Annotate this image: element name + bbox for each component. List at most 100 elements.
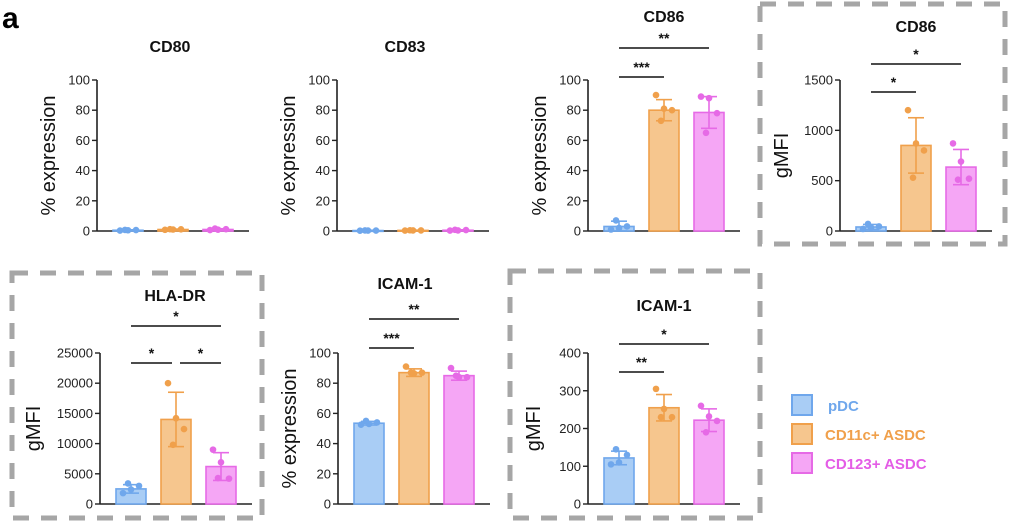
bar [398,371,430,505]
data-point [713,417,721,425]
legend-item: CD123+ ASDC [791,452,927,474]
data-point [660,105,668,112]
y-axis-label: gMFI [523,406,545,452]
y-tick-label: 0 [83,224,90,239]
data-point [451,226,459,234]
data-point [920,147,928,154]
data-point [127,486,135,493]
data-point [356,227,364,234]
data-point [904,106,912,114]
data-point [864,220,872,228]
y-tick-label: 20 [567,193,581,208]
data-point [169,441,177,449]
highlight-dashed-box [9,270,265,521]
y-tick-label: 40 [76,163,90,178]
chart-title: ICAM-1 [377,276,432,293]
data-point [447,364,455,372]
data-point [607,461,615,468]
y-tick-label: 10000 [57,436,93,451]
y-tick-label: 15000 [57,406,93,421]
data-point [652,91,660,99]
y-axis-label: % expression [529,95,551,215]
data-point [132,226,140,234]
y-tick-label: 500 [811,173,833,188]
data-point [668,106,676,114]
data-point [668,413,676,421]
legend-swatch [791,423,813,445]
data-point [652,385,660,393]
data-point [406,226,414,234]
bar [648,406,680,505]
y-tick-label: 40 [567,163,581,178]
y-axis-label: % expression [279,368,301,488]
y-tick-label: 80 [316,103,330,118]
panel-letter: a [2,2,19,35]
data-point [657,117,665,125]
y-tick-label: 200 [559,421,581,436]
highlight-dashed-box [507,268,763,521]
data-point [623,223,631,230]
data-point [607,226,615,233]
y-tick-label: 400 [559,346,581,361]
data-point [357,421,365,429]
y-tick-label: 60 [567,133,581,148]
data-point [402,363,410,370]
data-point [875,223,883,230]
data-point [209,446,217,453]
y-tick-label: 300 [559,383,581,398]
y-tick-label: 0 [324,497,331,512]
legend: pDC CD11c+ ASDC CD123+ ASDC [791,394,927,474]
data-point [206,226,214,234]
significance-label: * [173,308,179,324]
data-point [713,109,721,117]
data-point [697,402,705,410]
y-tick-label: 100 [559,73,581,88]
data-point [697,93,705,100]
y-tick-label: 25000 [57,346,93,361]
chart-title: ICAM-1 [636,298,691,315]
legend-label: CD11c+ ASDC [825,427,926,444]
data-point [124,480,132,487]
data-point [965,175,973,182]
highlight-dashed-box [757,1,1008,247]
y-tick-label: 5000 [64,466,93,481]
data-point [954,176,962,183]
significance-label: * [661,326,667,342]
data-point [949,140,957,147]
y-tick-label: 0 [826,224,833,239]
data-point [373,419,381,426]
y-axis-label: % expression [278,95,300,215]
y-tick-label: 60 [316,133,330,148]
data-point [222,225,230,233]
data-point [164,379,172,387]
significance-label: ** [659,30,670,46]
data-point [452,372,460,379]
data-point [177,226,185,233]
legend-label: pDC [828,398,859,415]
y-tick-label: 40 [317,436,331,451]
y-tick-label: 100 [308,73,330,88]
chart-title: CD80 [150,39,191,56]
chart-panel: CD86 0 500 1000 1500 gMFI * * [757,1,1008,247]
data-point [446,227,454,234]
y-tick-label: 60 [317,406,331,421]
chart-panel: HLA-DR 0 5000 10000 15000 20000 25000 gMFI * * * [9,270,265,521]
data-point [912,140,920,147]
chart-title: CD86 [644,9,685,26]
chart-title: HLA-DR [144,288,206,305]
data-point [119,489,127,497]
data-point [615,459,623,466]
y-tick-label: 100 [68,73,90,88]
y-tick-label: 100 [559,459,581,474]
y-tick-label: 20 [317,466,331,481]
y-tick-label: 0 [323,224,330,239]
bar [648,109,680,232]
data-point [859,225,867,233]
bar [353,422,385,505]
data-point [957,158,965,165]
data-point [463,373,471,381]
data-point [180,425,188,433]
data-point [401,227,409,234]
